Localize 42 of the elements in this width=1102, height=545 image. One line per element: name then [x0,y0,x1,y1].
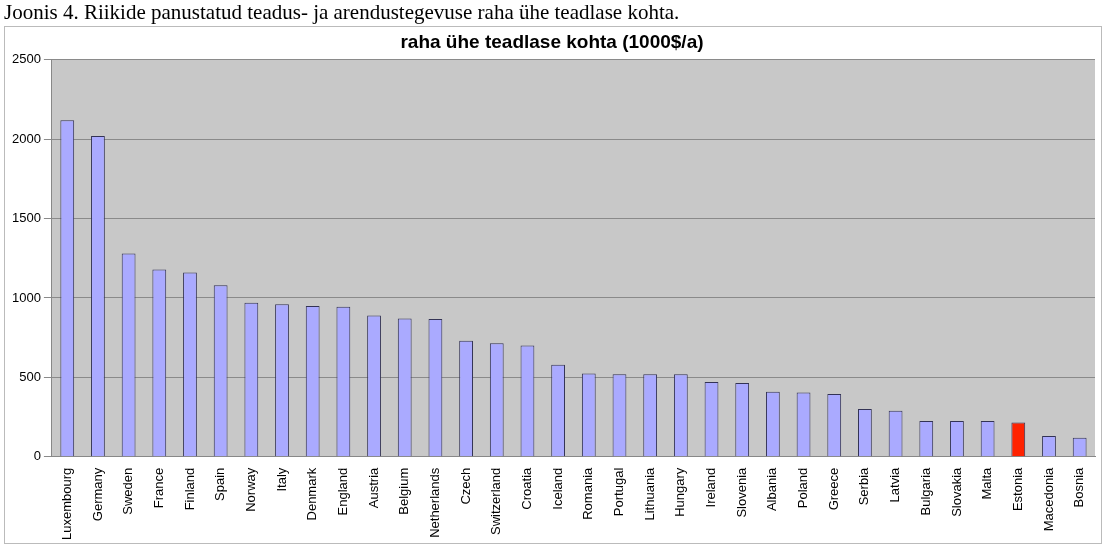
x-tick-label: Bosnia [1071,466,1087,508]
x-tick-label: Iceland [549,467,565,510]
x-tick-label: Estonia [1009,466,1025,512]
x-tick-label: Latvia [887,466,903,503]
y-tick-label: 0 [33,448,41,464]
x-tick-label: Finland [181,467,197,511]
x-tick-label: Luxembourg [58,467,74,541]
x-tick-label: Austria [365,466,381,509]
x-tick-label: Ireland [703,467,719,508]
x-tick-label: Sweden [120,467,136,515]
x-tick-label: Germany [89,467,105,522]
y-tick-label: 500 [19,368,41,384]
x-tick-label: Czech [457,467,473,505]
y-tick-label: 1500 [12,210,41,226]
x-tick-label: France [150,467,166,509]
x-tick-label: Hungary [672,467,688,517]
x-tick-label: Portugal [611,467,627,517]
x-tick-label: Serbia [856,466,872,506]
x-tick-label: Denmark [304,467,320,521]
chart-title: raha ühe teadlase kohta (1000$/a) [400,30,704,52]
x-tick-label: Croatia [519,466,535,510]
x-tick-label: Albania [764,466,780,512]
x-tick-label: Slovakia [948,466,964,517]
x-tick-label: Italy [273,467,289,492]
x-tick-label: Lithuania [641,466,657,521]
x-tick-label: Netherlands [426,467,442,538]
x-tick-label: Poland [795,467,811,509]
y-tick-label: 2000 [12,130,41,146]
x-tick-label: Romania [580,466,596,520]
x-tick-label: Malta [979,466,995,500]
x-tick-label: Macedonia [1040,466,1056,532]
x-tick-label: Switzerland [488,467,504,535]
y-tick-label: 1000 [12,289,41,305]
x-tick-label: England [334,467,350,516]
x-tick-label: Spain [212,467,228,501]
x-tick-label: Greece [825,467,841,511]
text: Joonis 4. Riikide panustatud teadus- ja arendustegevuse raha ühe teadlase kohta. [3,0,681,24]
x-tick-label: Bulgaria [917,466,933,516]
x-tick-label: Slovenia [733,466,749,518]
y-tick-label: 2500 [12,51,41,67]
x-tick-label: Norway [242,467,258,512]
x-tick-label: Belgium [396,467,412,515]
